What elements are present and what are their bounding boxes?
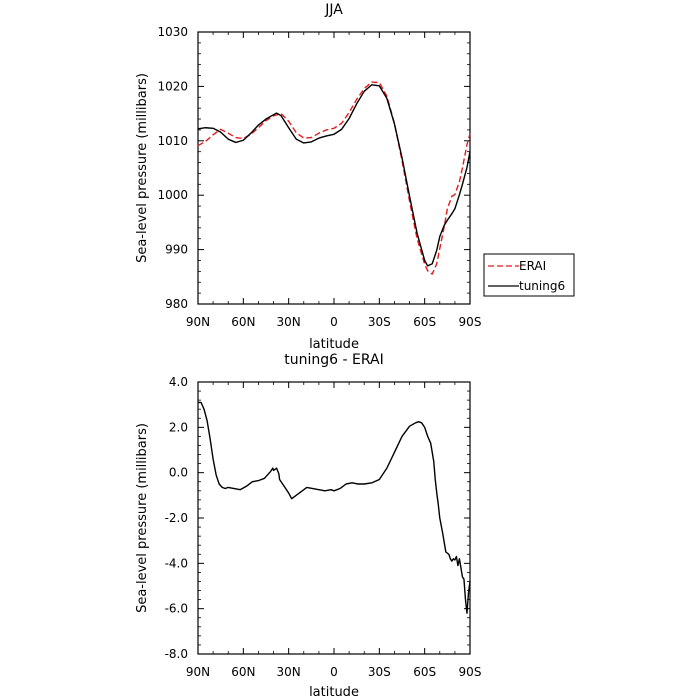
bottom-y-tick-label: -6.0	[165, 602, 188, 616]
top-x-tick-label: 0	[330, 315, 338, 329]
bottom-series-difference-line	[198, 401, 471, 614]
top-x-tick-label: 30N	[277, 315, 301, 329]
bottom-x-tick-label: 90N	[186, 665, 210, 679]
legend-label-erai: ERAI	[519, 259, 546, 273]
bottom-x-tick-label: 90S	[459, 665, 482, 679]
top-y-tick-label: 1020	[157, 79, 188, 93]
top-y-tick-label: 990	[165, 243, 188, 257]
top-plot-frame	[197, 31, 471, 305]
bottom-y-axis-label: Sea-level pressure (millibars)	[135, 423, 150, 613]
top-x-tick-label: 30S	[368, 315, 391, 329]
legend-label-tuning6: tuning6	[519, 279, 565, 293]
top-y-tick-label: 980	[165, 297, 188, 311]
top-y-tick-label: 1000	[157, 188, 188, 202]
bottom-chart: tuning6 - ERAI -8.0 -6.0 -4.0 -2.0 0.0 2.0 4.0…	[135, 352, 481, 700]
bottom-x-tick-label: 60N	[231, 665, 255, 679]
top-y-tick-labels: 980 990 1000 1010 1020 1030	[157, 25, 188, 311]
bottom-x-tick-label: 0	[330, 665, 338, 679]
top-y-tick-label: 1010	[157, 134, 188, 148]
bottom-y-tick-label: -4.0	[165, 556, 188, 570]
top-y-tick-label: 1030	[157, 25, 188, 39]
bottom-y-tick-label: -2.0	[165, 511, 188, 525]
bottom-y-tick-labels: -8.0 -6.0 -4.0 -2.0 0.0 2.0 4.0	[165, 375, 188, 661]
top-x-axis-label: latitude	[309, 337, 359, 352]
bottom-x-axis-label: latitude	[309, 685, 359, 700]
top-chart-title: JJA	[324, 2, 343, 18]
bottom-x-tick-label: 30S	[368, 665, 391, 679]
top-x-tick-label: 60S	[413, 315, 436, 329]
bottom-plot-frame	[197, 381, 471, 655]
top-tick-marks	[197, 31, 471, 305]
bottom-y-tick-label: 0.0	[169, 466, 188, 480]
top-x-tick-labels: 90N 60N 30N 0 30S 60S 90S	[186, 315, 482, 329]
top-x-tick-label: 90S	[459, 315, 482, 329]
top-series-erai-line	[197, 81, 471, 275]
bottom-series-lines	[198, 401, 471, 614]
bottom-y-tick-label: -8.0	[165, 647, 188, 661]
bottom-chart-title: tuning6 - ERAI	[284, 352, 383, 368]
top-x-tick-label: 60N	[231, 315, 255, 329]
legend-box	[483, 253, 575, 297]
top-series-lines	[197, 81, 471, 275]
bottom-tick-marks	[197, 381, 471, 655]
top-series-tuning6-line	[197, 84, 471, 267]
bottom-x-tick-labels: 90N 60N 30N 0 30S 60S 90S	[186, 665, 482, 679]
bottom-x-tick-label: 30N	[277, 665, 301, 679]
top-x-tick-label: 90N	[186, 315, 210, 329]
top-chart: JJA 980 990 1000 1010 1020 1030 90N 60N 30N 0 30S…	[135, 2, 575, 352]
bottom-y-tick-label: 4.0	[169, 375, 188, 389]
top-y-axis-label: Sea-level pressure (millibars)	[135, 73, 150, 263]
bottom-y-tick-label: 2.0	[169, 420, 188, 434]
bottom-x-tick-label: 60S	[413, 665, 436, 679]
top-legend: ERAI tuning6	[483, 253, 575, 297]
